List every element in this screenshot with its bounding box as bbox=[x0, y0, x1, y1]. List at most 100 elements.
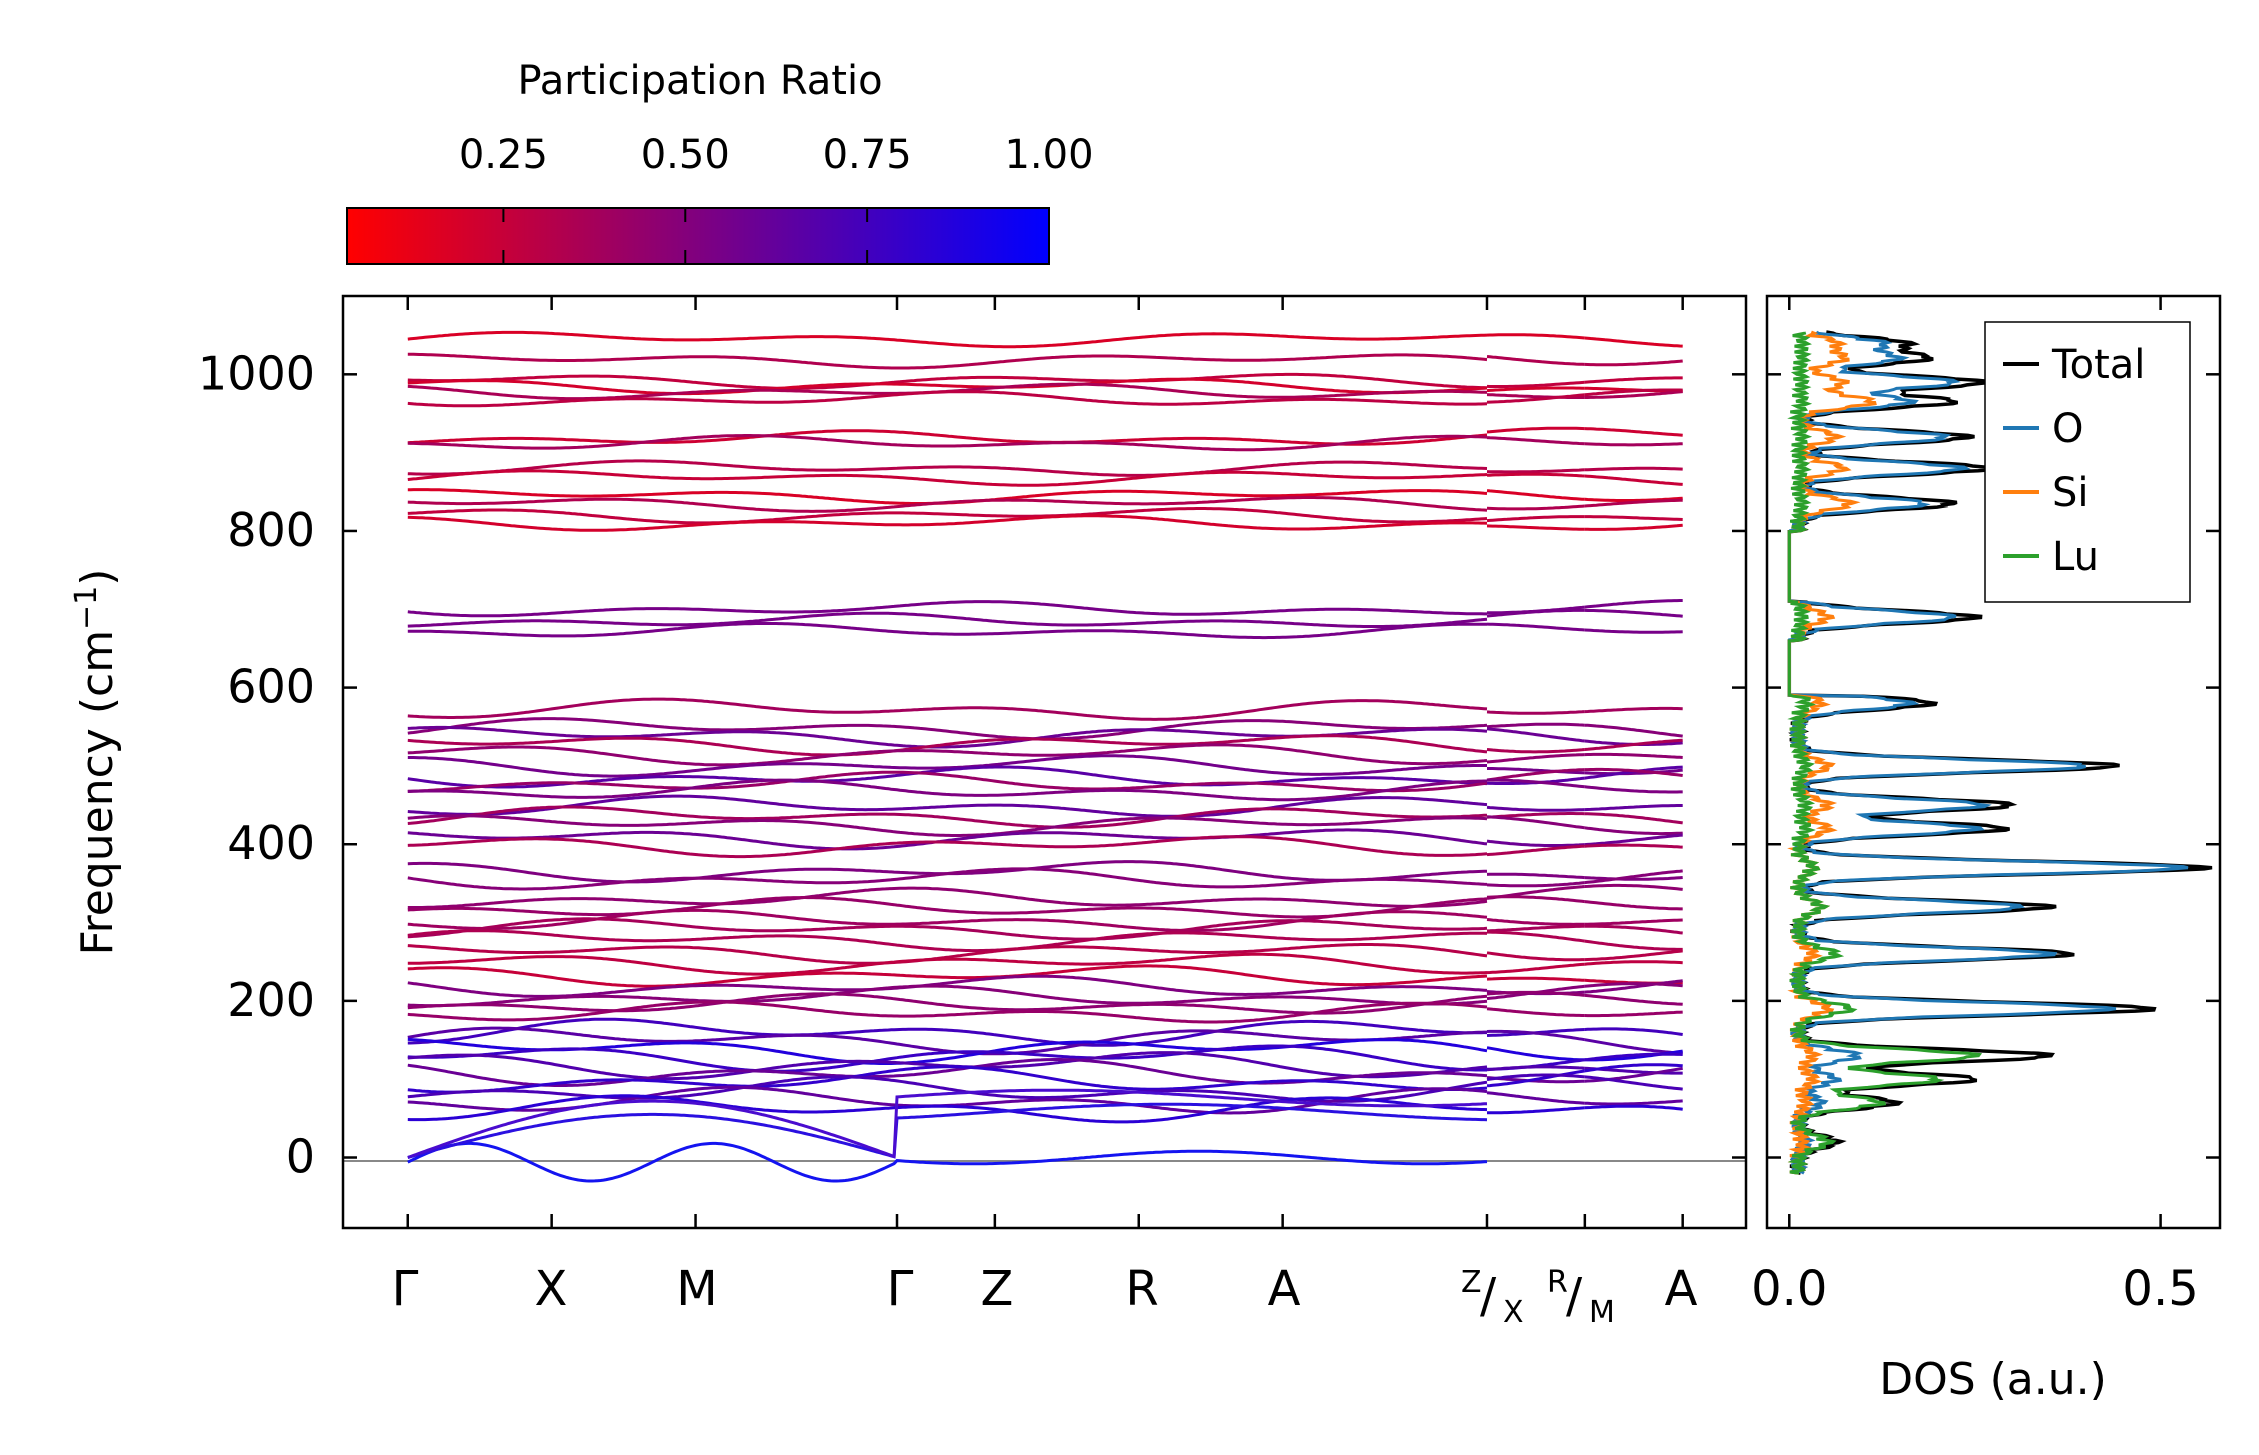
band-line bbox=[1584, 376, 1683, 384]
band-line bbox=[407, 1017, 1487, 1047]
band-line bbox=[1584, 767, 1683, 777]
band-line bbox=[1584, 388, 1683, 397]
kpath-label-a-2: A bbox=[1665, 1261, 1698, 1317]
band-line bbox=[1486, 1091, 1585, 1105]
band-line bbox=[1486, 962, 1585, 975]
band-line bbox=[1584, 608, 1683, 618]
band-line bbox=[1486, 881, 1585, 888]
band-line bbox=[1486, 1073, 1585, 1082]
band-line bbox=[1486, 768, 1585, 782]
colorbar-tick-label: 0.50 bbox=[641, 132, 730, 178]
band-line bbox=[1584, 1099, 1683, 1106]
band-line bbox=[407, 929, 1488, 953]
band-line bbox=[1584, 982, 1683, 988]
band-line bbox=[1584, 843, 1683, 849]
colorbar-tick-label: 1.00 bbox=[1004, 132, 1093, 178]
legend-label-lu: Lu bbox=[2052, 534, 2099, 580]
band-line bbox=[1486, 386, 1585, 393]
band-line bbox=[407, 734, 1488, 757]
band-line bbox=[407, 1094, 1488, 1124]
band-line bbox=[1584, 900, 1683, 911]
kpath-label-zx: Z / X bbox=[1461, 1265, 1524, 1330]
band-line bbox=[1584, 812, 1683, 825]
colorbar-tick-labels: 0.25 0.50 0.75 1.00 bbox=[459, 132, 1094, 178]
band-line bbox=[407, 794, 1488, 818]
band-line bbox=[1486, 872, 1585, 880]
band-line bbox=[1486, 468, 1585, 474]
dos-axes-frame bbox=[1765, 294, 2222, 1230]
band-line bbox=[1584, 1052, 1683, 1062]
band-line bbox=[407, 835, 1488, 859]
svg-text:R: R bbox=[1547, 1265, 1568, 1300]
y-axis-title: Frequency (cm−1) bbox=[69, 569, 123, 956]
acoustic-branch bbox=[407, 1102, 1488, 1159]
y-tick-label: 400 bbox=[227, 816, 315, 870]
band-line bbox=[1584, 1038, 1683, 1055]
band-line bbox=[407, 867, 1488, 891]
svg-text:Frequency (cm−1): Frequency (cm−1) bbox=[69, 569, 123, 956]
band-line bbox=[1584, 993, 1683, 1006]
band-line bbox=[1584, 1027, 1683, 1036]
band-line bbox=[1486, 951, 1585, 962]
band-line bbox=[407, 600, 1487, 618]
svg-text:Z: Z bbox=[1461, 1265, 1482, 1300]
kpath-label-a-1: A bbox=[1268, 1261, 1301, 1317]
band-line bbox=[1486, 393, 1585, 404]
band-line bbox=[1486, 622, 1585, 632]
band-line bbox=[1584, 833, 1683, 847]
band-line bbox=[1486, 976, 1585, 982]
y-tick-label: 600 bbox=[227, 660, 315, 714]
svg-text:/: / bbox=[1566, 1268, 1583, 1324]
band-line bbox=[407, 828, 1488, 851]
band-line bbox=[1486, 778, 1585, 789]
band-line bbox=[1584, 498, 1683, 508]
dos-curves bbox=[1787, 330, 2213, 1175]
dos-legend-frame bbox=[1984, 321, 2191, 603]
acoustic-branch bbox=[407, 1141, 1488, 1183]
legend-label-si: Si bbox=[2052, 470, 2089, 516]
band-line bbox=[1584, 826, 1683, 836]
dos-x-axis-title: DOS (a.u.) bbox=[1879, 1354, 2107, 1405]
band-line bbox=[407, 778, 1487, 802]
band-line bbox=[1584, 336, 1683, 348]
band-line bbox=[407, 974, 1488, 998]
legend-label-o: O bbox=[2052, 406, 2083, 452]
dos-x-axis: 0.0 0.5 bbox=[1751, 296, 2199, 1317]
band-line bbox=[407, 469, 1488, 487]
band-line bbox=[1584, 949, 1683, 962]
band-line bbox=[1486, 515, 1585, 523]
band-line bbox=[407, 459, 1488, 477]
band-line bbox=[1486, 608, 1585, 618]
band-line bbox=[407, 896, 1488, 919]
kpath-label-rm: R / M bbox=[1547, 1265, 1615, 1330]
band-line bbox=[1486, 436, 1585, 446]
dos-plot: 0.0 0.5 DOS (a.u.) Total O Si Lu bbox=[1751, 294, 2222, 1405]
band-line bbox=[407, 805, 1488, 829]
y-axis-title-close: ) bbox=[72, 569, 123, 586]
band-line bbox=[1584, 723, 1683, 738]
dos-x-tick-label: 0.0 bbox=[1751, 1261, 1827, 1317]
band-line bbox=[1584, 785, 1683, 794]
band-line bbox=[1486, 844, 1585, 857]
kpath-label-gamma-1: Γ bbox=[392, 1261, 419, 1317]
band-line bbox=[1584, 474, 1683, 486]
band-line bbox=[1486, 990, 1585, 997]
colorbar-tick-label: 0.25 bbox=[459, 132, 548, 178]
band-line bbox=[1584, 804, 1683, 812]
band-line bbox=[1584, 876, 1683, 881]
kpath-label-r: R bbox=[1125, 1261, 1158, 1317]
band-line bbox=[1584, 918, 1683, 926]
band-line bbox=[407, 1075, 1488, 1103]
band-line bbox=[407, 1044, 1487, 1073]
dos-y-ticks bbox=[1767, 373, 2220, 1159]
band-line bbox=[407, 434, 1488, 452]
y-tick-label: 0 bbox=[286, 1130, 315, 1184]
colorbar-ticks bbox=[502, 208, 869, 264]
band-line bbox=[407, 377, 1488, 396]
band-line bbox=[1486, 524, 1585, 531]
y-tick-label: 1000 bbox=[198, 346, 315, 400]
colorbar: Participation Ratio 0.25 0.50 0.75 1.00 bbox=[346, 58, 1094, 265]
band-line bbox=[407, 765, 1488, 789]
kpath-label-gamma-2: Γ bbox=[887, 1261, 914, 1317]
